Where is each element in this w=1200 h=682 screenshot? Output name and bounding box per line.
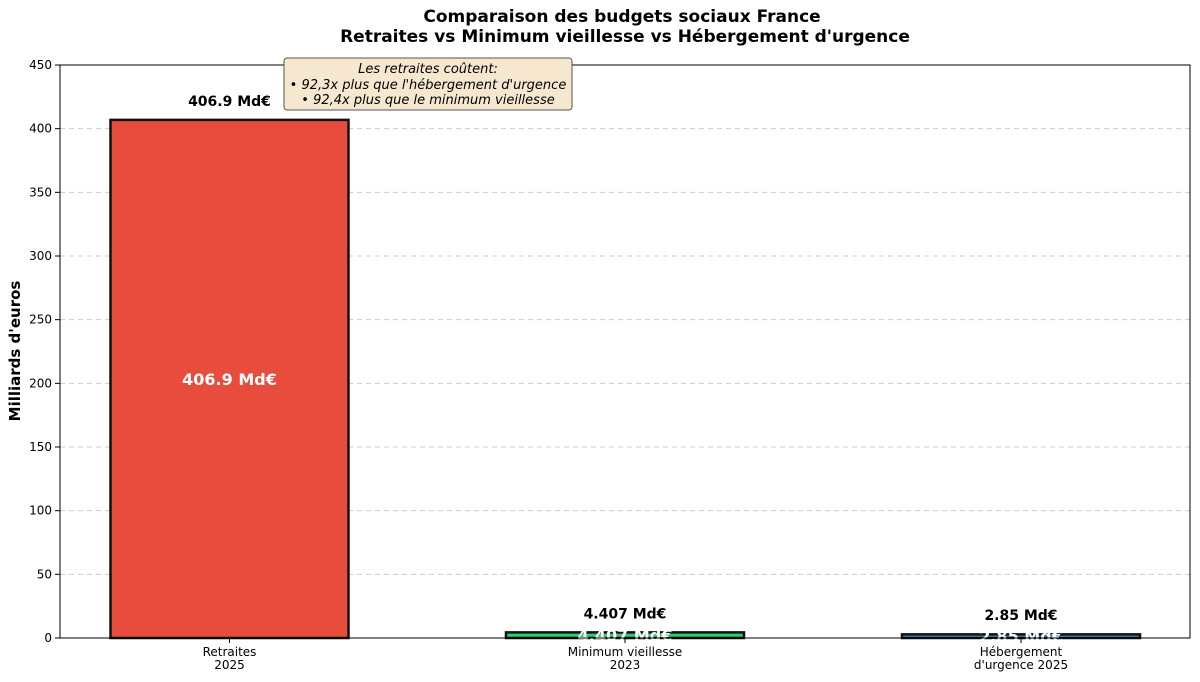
bar-value-label: 2.85 Md€ <box>984 608 1057 624</box>
y-tick-label: 100 <box>29 504 52 518</box>
annotation-box: Les retraites coûtent: • 92,3x plus que … <box>283 57 573 111</box>
y-tick-label: 300 <box>29 249 52 263</box>
annotation-line-2: • 92,3x plus que l'hébergement d'urgence <box>290 78 567 93</box>
bar-inner-label: 2.85 Md€ <box>979 627 1063 646</box>
chart-title-line-1: Comparaison des budgets sociaux France <box>423 7 820 27</box>
value-labels: 406.9 Md€ 406.9 Md€ 4.407 Md€ 4.407 Md€ 2.85… <box>182 94 1063 646</box>
y-tick-label: 350 <box>29 185 52 199</box>
x-tick-label: Hébergement <box>980 645 1063 659</box>
y-tick-label: 450 <box>29 58 52 72</box>
y-axis-label: Milliards d'euros <box>6 281 24 422</box>
x-tick-label: 2025 <box>214 658 245 672</box>
y-tick-label: 0 <box>44 631 52 645</box>
y-axis-ticks: 0 50 100 150 200 250 300 350 400 450 <box>29 58 60 645</box>
bar-inner-label: 406.9 Md€ <box>182 370 277 389</box>
bars <box>109 118 1142 640</box>
y-tick-label: 400 <box>29 122 52 136</box>
bar-value-label: 406.9 Md€ <box>188 94 271 110</box>
y-tick-label: 200 <box>29 376 52 390</box>
y-tick-label: 150 <box>29 440 52 454</box>
bar <box>109 118 350 640</box>
x-tick-label: Retraites <box>203 645 257 659</box>
chart-title: Comparaison des budgets sociaux France R… <box>340 7 910 47</box>
annotation-line-3: • 92,4x plus que le minimum vieillesse <box>301 93 554 108</box>
y-tick-label: 50 <box>37 567 52 581</box>
annotation-background <box>283 57 573 111</box>
x-tick-label: d'urgence 2025 <box>974 658 1068 672</box>
annotation-line-1: Les retraites coûtent: <box>358 62 498 77</box>
chart-title-line-2: Retraites vs Minimum vieillesse vs Héber… <box>340 27 910 47</box>
x-tick-label: 2023 <box>610 658 641 672</box>
bar-inner-label: 4.407 Md€ <box>578 626 673 645</box>
bar-value-label: 4.407 Md€ <box>584 606 667 622</box>
x-tick-label: Minimum vieillesse <box>568 645 683 659</box>
y-tick-label: 250 <box>29 313 52 327</box>
